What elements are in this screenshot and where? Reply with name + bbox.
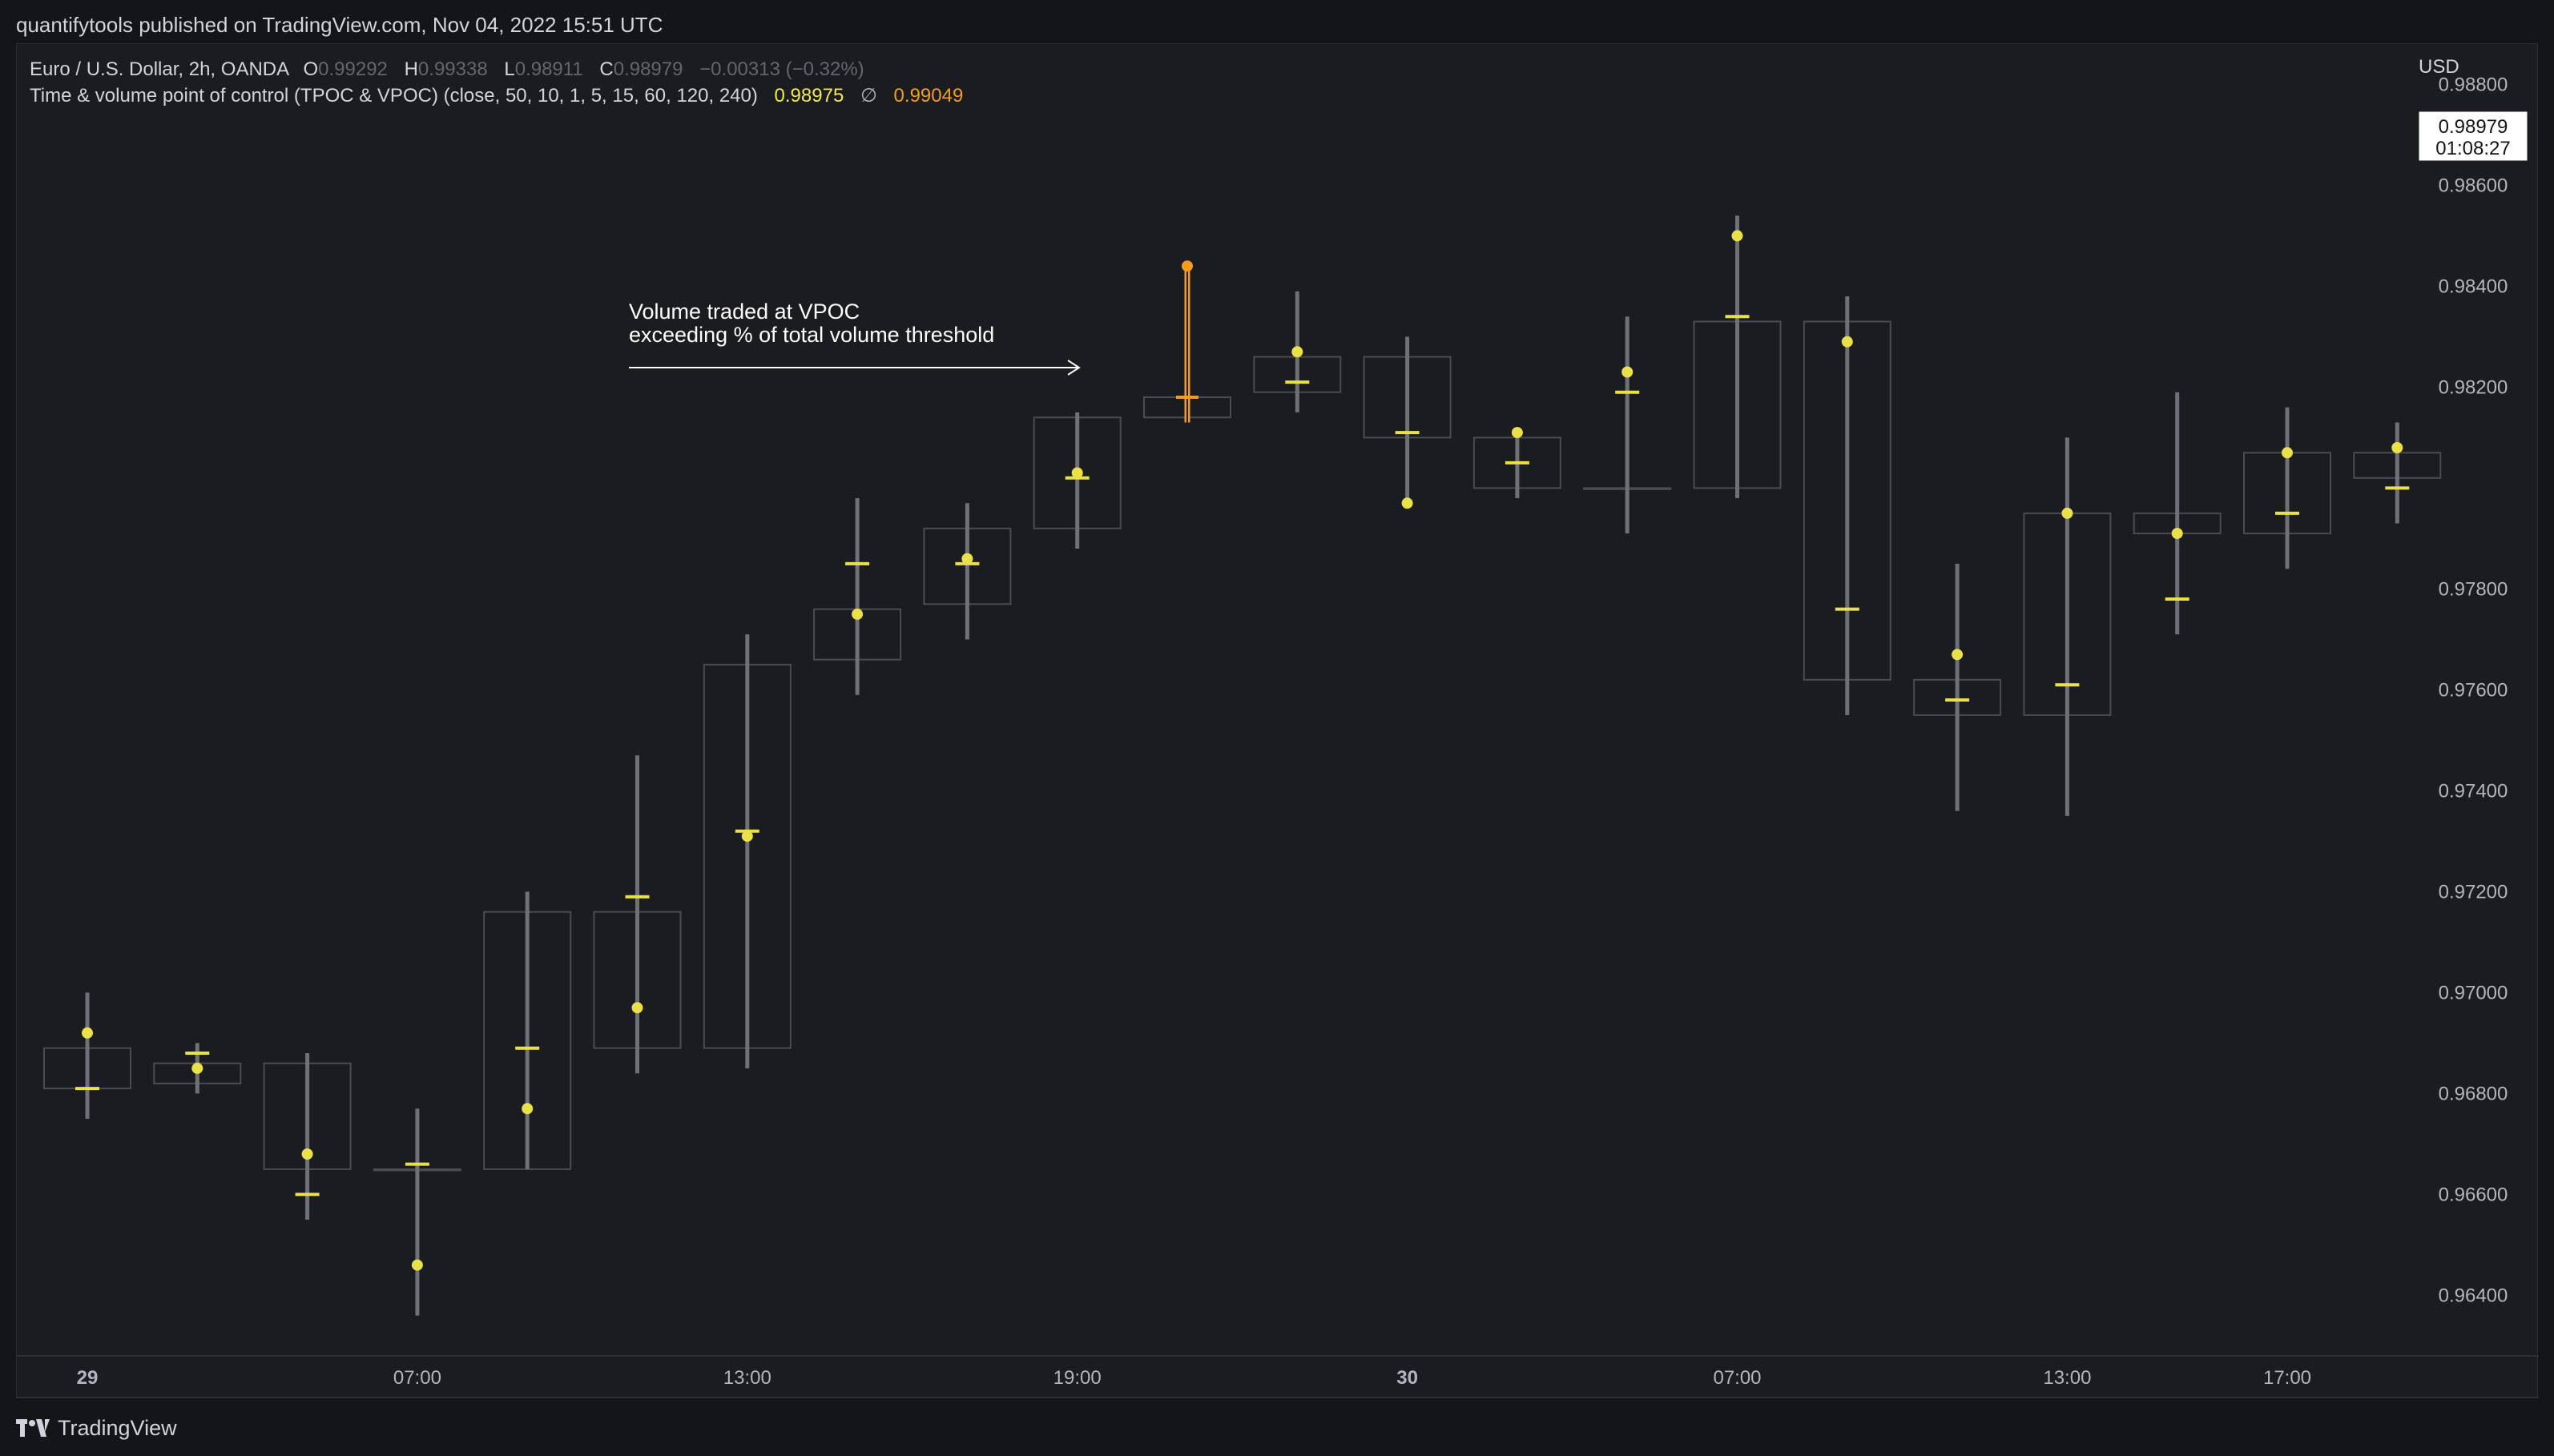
publisher-header: quantifytools published on TradingView.c…	[0, 0, 2554, 43]
candle[interactable]	[1913, 563, 2002, 811]
legend-high-value: 0.99338	[418, 58, 488, 80]
x-tick-label: 17:00	[2263, 1367, 2311, 1389]
tpoc-marker	[1731, 230, 1743, 242]
x-tick-label: 19:00	[1053, 1367, 1102, 1389]
x-tick-label: 07:00	[393, 1367, 441, 1389]
tpoc-marker	[1841, 336, 1853, 348]
candle[interactable]	[2133, 392, 2222, 635]
tpoc-marker	[2061, 507, 2073, 519]
tradingview-logo-icon	[16, 1419, 50, 1437]
legend-low-label: L	[504, 58, 514, 80]
y-tick-label: 0.96400	[2439, 1285, 2508, 1306]
candle[interactable]	[263, 1053, 352, 1220]
y-tick-label: 0.96800	[2439, 1083, 2508, 1104]
tpoc-marker	[1511, 427, 1523, 439]
legend-change: −0.00313 (−0.32%)	[699, 58, 864, 80]
publisher-text: quantifytools published on TradingView.c…	[16, 13, 663, 37]
candle[interactable]	[1693, 215, 1782, 498]
legend-close-value: 0.98979	[614, 58, 683, 80]
tpoc-marker	[191, 1062, 203, 1074]
y-tick-label: 0.97400	[2439, 780, 2508, 802]
tpoc-marker	[1401, 497, 1413, 509]
brand-name: TradingView	[58, 1415, 177, 1440]
last-price-label: 0.98979 01:08:27	[2418, 111, 2528, 162]
y-tick-label: 0.97800	[2439, 578, 2508, 600]
legend-high-label: H	[405, 58, 418, 80]
tpoc-marker	[631, 1002, 643, 1014]
legend-open-value: 0.99292	[318, 58, 388, 80]
annotation: Volume traded at VPOC exceeding % of tot…	[629, 300, 1081, 376]
candle[interactable]	[153, 1043, 242, 1094]
legend-symbol: Euro / U.S. Dollar, 2h, OANDA	[30, 58, 289, 80]
tpoc-marker	[1071, 467, 1083, 479]
tpoc-marker	[82, 1027, 93, 1039]
tpoc-marker	[1621, 366, 1634, 378]
y-tick-label: 0.98600	[2439, 175, 2508, 196]
candle[interactable]	[1583, 316, 1672, 534]
legend-line-1: Euro / U.S. Dollar, 2h, OANDA O0.99292 H…	[30, 58, 864, 80]
indicator-name: Time & volume point of control (TPOC & V…	[30, 85, 758, 107]
last-price-value: 0.98979	[2439, 116, 2508, 138]
candle[interactable]	[2243, 407, 2331, 569]
tpoc-marker	[961, 553, 973, 565]
tpoc-marker	[2391, 442, 2403, 453]
tpoc-marker	[411, 1259, 423, 1271]
tpoc-marker	[2282, 447, 2293, 459]
x-tick-label: 13:00	[2043, 1367, 2091, 1389]
annotation-arrow-head	[1067, 360, 1081, 376]
tradingview-brand[interactable]: TradingView	[16, 1414, 177, 1442]
y-tick-label: 0.97600	[2439, 679, 2508, 701]
last-price-countdown: 01:08:27	[2435, 138, 2510, 159]
x-tick-label: 29	[77, 1367, 99, 1389]
y-tick-label: 0.97000	[2439, 982, 2508, 1004]
y-tick-label: 0.96600	[2439, 1184, 2508, 1205]
chart-svg[interactable]: Euro / U.S. Dollar, 2h, OANDA O0.99292 H…	[17, 44, 2539, 1399]
y-tick-label: 0.97200	[2439, 881, 2508, 903]
indicator-value-1: 0.98975	[775, 85, 844, 107]
y-tick-label: 0.98800	[2439, 74, 2508, 95]
candle[interactable]	[2353, 422, 2442, 524]
tpoc-marker	[1182, 260, 1193, 272]
x-tick-label: 13:00	[723, 1367, 771, 1389]
x-tick-label: 07:00	[1713, 1367, 1761, 1389]
candle[interactable]	[483, 891, 572, 1170]
legend-close-label: C	[599, 58, 613, 80]
candle[interactable]	[43, 992, 131, 1119]
tpoc-marker	[852, 608, 864, 620]
tpoc-marker	[2171, 528, 2183, 540]
candle[interactable]	[813, 498, 902, 695]
indicator-value-2: 0.99049	[894, 85, 964, 107]
y-tick-label: 0.98400	[2439, 276, 2508, 297]
legend-line-2: Time & volume point of control (TPOC & V…	[30, 85, 963, 107]
candle[interactable]	[703, 634, 792, 1068]
tpoc-marker	[301, 1148, 313, 1160]
tpoc-marker	[1291, 346, 1303, 358]
candle[interactable]	[373, 1108, 461, 1316]
candle[interactable]	[1253, 291, 1342, 412]
y-tick-label: 0.98200	[2439, 376, 2508, 398]
tpoc-marker	[522, 1103, 534, 1115]
x-tick-label: 30	[1396, 1367, 1418, 1389]
footer: TradingView	[0, 1400, 2554, 1456]
indicator-symbol: ∅	[860, 85, 877, 107]
candle[interactable]	[1803, 296, 1891, 715]
currency-label: USD	[2419, 56, 2459, 78]
annotation-line-2: exceeding % of total volume threshold	[629, 323, 994, 347]
candle[interactable]	[593, 755, 682, 1074]
chart-frame[interactable]: Euro / U.S. Dollar, 2h, OANDA O0.99292 H…	[16, 43, 2539, 1399]
candle[interactable]	[1363, 336, 1452, 509]
legend-low-value: 0.98911	[515, 58, 583, 80]
candle[interactable]	[923, 503, 1012, 640]
candle[interactable]	[1033, 412, 1122, 549]
candle[interactable]	[2023, 437, 2112, 816]
tpoc-marker	[741, 831, 753, 843]
candle[interactable]	[1143, 260, 1231, 423]
candle[interactable]	[1472, 427, 1561, 498]
annotation-line-1: Volume traded at VPOC	[629, 300, 860, 324]
tpoc-marker	[1952, 649, 1964, 661]
legend-open-label: O	[303, 58, 318, 80]
